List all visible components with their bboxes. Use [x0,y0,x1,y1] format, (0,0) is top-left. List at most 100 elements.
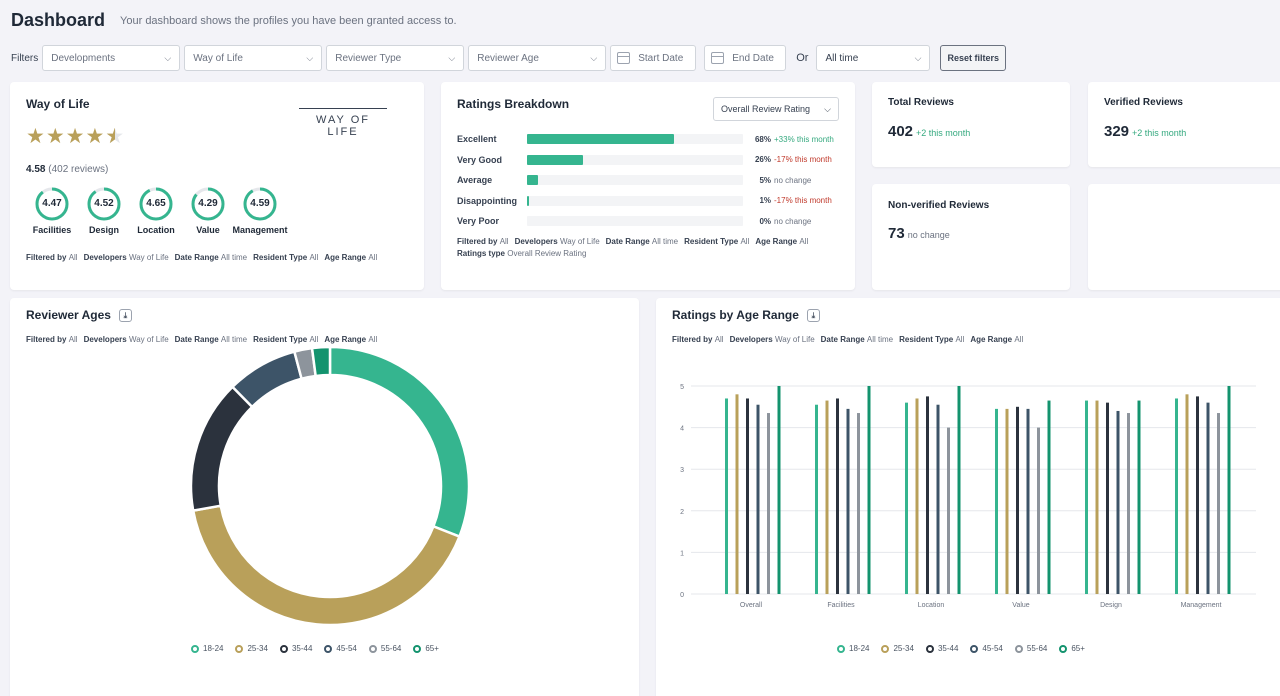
download-icon[interactable]: ⤓ [806,309,820,322]
rating-row-percent: 68% [754,134,771,144]
ring-progress [139,187,173,221]
star-icon: ★ [26,125,45,148]
non-verified-reviews-value: 73 [888,225,905,242]
bar-management-45-54[interactable] [1206,402,1210,594]
total-reviews-card: Total Reviews 402 +2 this month [872,82,1070,167]
bar-design-45-54[interactable] [1116,410,1120,594]
rating-bar-track [527,175,743,185]
time-range-select[interactable]: All time ⌵ [816,45,931,71]
bar-overall-18-24[interactable] [725,398,728,594]
filter-value: All [740,237,750,246]
bar-management-65+[interactable] [1227,386,1231,594]
bar-design-25-34[interactable] [1095,400,1099,594]
donut-slice-65+[interactable] [310,346,332,378]
verified-reviews-change: +2 this month [1132,128,1187,138]
rating-row-disappointing: Disappointing 1% -17% this month [457,191,832,211]
bar-management-55-64[interactable] [1217,413,1220,594]
filter-key: Date Range [605,237,652,246]
rating-ring-value: 4.29 Value [182,186,234,235]
filter-value: All [799,237,809,246]
ring-value: 4.47 [42,198,62,209]
total-reviews-change: +2 this month [916,128,971,138]
y-tick-label: 0 [680,592,684,599]
legend-label: 18-24 [849,644,870,653]
bar-overall-45-54[interactable] [756,404,760,594]
reviewer-ages-card: Reviewer Ages ⤓ Filtered by All Developers… [10,298,639,696]
rating-ring-location: 4.65 Location [130,186,182,235]
bar-design-18-24[interactable] [1085,400,1088,594]
bar-facilities-55-64[interactable] [857,413,860,594]
legend-label: 18-24 [203,644,224,653]
bar-overall-25-34[interactable] [735,394,739,594]
reviewer-type-select[interactable]: Reviewer Type ⌵ [326,45,465,71]
ratings-by-age-title: Ratings by Age Range [672,308,799,322]
bar-design-65+[interactable] [1137,400,1141,594]
legend-item: 45-54 [970,644,1003,653]
filter-value: All time [866,335,894,344]
bar-design-55-64[interactable] [1127,413,1130,594]
rating-row-percent: 26% [754,155,771,164]
bar-value-35-44[interactable] [1016,406,1019,594]
bar-value-25-34[interactable] [1005,408,1009,594]
ring-gauge [191,187,225,221]
ring-gauge [139,187,173,221]
bar-management-18-24[interactable] [1175,398,1178,594]
bar-location-45-54[interactable] [936,404,940,594]
filter-key: Developers [83,253,129,262]
chevron-down-icon: ⌵ [448,52,456,63]
bar-value-18-24[interactable] [995,408,998,594]
donut-slice-25-34[interactable] [191,504,462,627]
bar-value-55-64[interactable] [1037,427,1040,594]
profile-score: 4.58 (402 reviews) [26,164,108,175]
rating-bar-track [527,134,743,144]
donut-slice-18-24[interactable] [328,346,471,539]
bar-overall-35-44[interactable] [746,398,749,594]
bar-value-65+[interactable] [1047,400,1051,594]
end-date-placeholder: End Date [732,52,774,64]
bar-design-35-44[interactable] [1106,402,1109,594]
ring-progress [243,187,277,221]
bar-location-35-44[interactable] [926,396,929,594]
bar-location-55-64[interactable] [947,427,950,594]
legend-marker-icon [925,644,934,653]
bar-location-18-24[interactable] [905,402,908,594]
bar-overall-55-64[interactable] [767,413,770,594]
end-date-input[interactable]: End Date [704,45,787,71]
legend-label: 65+ [425,644,439,653]
total-reviews-title: Total Reviews [888,97,954,108]
x-tick-label: Overall [740,602,763,609]
bar-facilities-25-34[interactable] [825,400,829,594]
legend-label: 65+ [1071,644,1085,653]
donut-slice-45-54[interactable] [230,350,304,409]
developments-select[interactable]: Developments ⌵ [42,45,181,71]
bar-facilities-65+[interactable] [867,386,871,594]
bar-management-25-34[interactable] [1185,394,1189,594]
way-of-life-select[interactable]: Way of Life ⌵ [184,45,323,71]
verified-reviews-title: Verified Reviews [1104,97,1183,108]
reviewer-age-select[interactable]: Reviewer Age ⌵ [468,45,607,71]
donut-slice-35-44[interactable] [189,385,254,513]
chevron-down-icon: ⌵ [306,52,314,63]
bar-facilities-45-54[interactable] [846,408,850,594]
bar-management-35-44[interactable] [1196,396,1199,594]
y-tick-label: 5 [680,384,684,391]
reset-filters-button[interactable]: Reset filters [940,45,1006,71]
bar-location-25-34[interactable] [915,398,919,594]
total-reviews-stat: 402 +2 this month [888,123,970,141]
start-date-input[interactable]: Start Date [610,45,697,71]
bar-location-65+[interactable] [957,386,961,594]
rating-row-average: Average 5% no change [457,170,811,190]
time-range-select-value: All time [825,52,859,64]
star-rating: ★ ★ ★ ★ ★ [26,126,125,147]
legend-item: 35-44 [279,644,312,653]
ring-value: 4.29 [198,198,218,209]
filter-value: All [368,253,378,262]
download-icon[interactable]: ⤓ [118,309,132,322]
bar-facilities-18-24[interactable] [815,404,818,594]
bar-value-45-54[interactable] [1026,408,1030,594]
bar-facilities-35-44[interactable] [836,398,839,594]
rating-row-percent: 1% [759,196,771,205]
bar-overall-65+[interactable] [777,386,781,594]
rating-type-select[interactable]: Overall Review Rating ⌵ [713,97,839,121]
ring-label: Location [137,225,175,235]
